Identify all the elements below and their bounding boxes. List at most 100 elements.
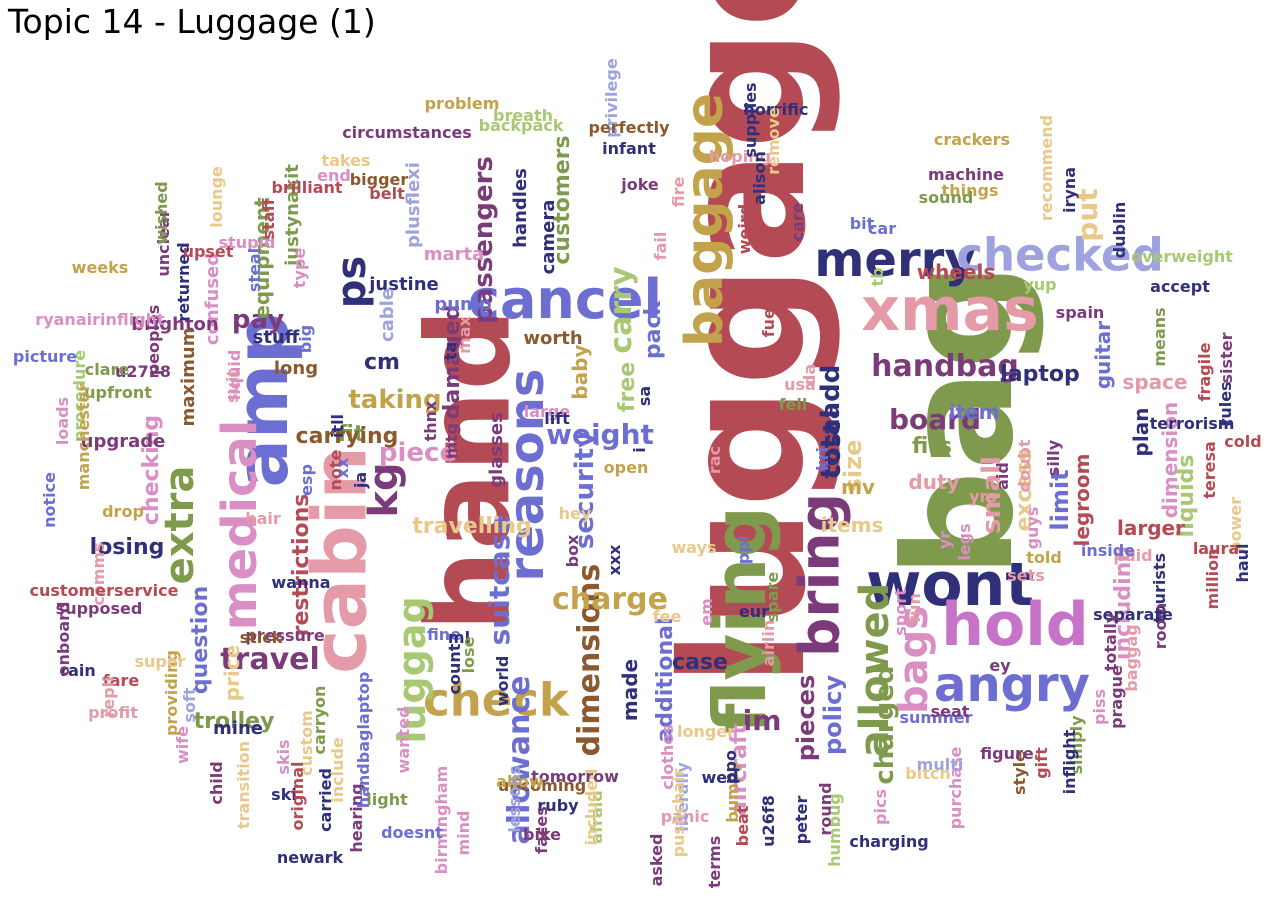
cloud-word-178: ey [989,656,1011,675]
cloud-word-188: sport [891,588,910,636]
cloud-word-131: infant [602,139,656,158]
cloud-word-242: rain [60,661,96,680]
cloud-word-225: wanted [394,706,413,774]
cloud-word-197: u26f8 [759,795,778,847]
cloud-word-217: bike [523,825,561,844]
cloud-word-191: eur [738,602,770,621]
cloud-word-20: ps [329,255,375,309]
cloud-word-56: laptop [1000,362,1080,387]
cloud-word-27: handbag [871,349,1019,384]
cloud-word-254: fine [426,625,462,644]
cloud-word-26: travel [220,642,320,677]
cloud-word-248: customerservice [29,581,179,600]
cloud-word-71: add [816,364,846,420]
cloud-word-41: charged [870,665,900,785]
cloud-word-37: pay [231,305,285,335]
cloud-word-77: duty [908,470,960,494]
cloud-word-291: big [296,324,315,354]
cloud-word-273: care [788,202,807,242]
cloud-word-39: pieces [792,674,820,762]
cloud-word-270: fail [651,231,670,261]
cloud-word-142: iryna [1060,167,1079,213]
cloud-word-287: esp [297,464,316,496]
cloud-word-122: end [317,166,351,185]
cloud-word-228: carried [316,768,335,832]
cloud-word-148: means [1150,307,1169,367]
cloud-word-261: open [603,458,649,477]
cloud-word-38: im [742,704,782,737]
cloud-word-80: legroom [1070,453,1094,547]
cloud-word-272: weird [735,203,754,255]
cloud-word-104: u2728 [115,362,171,381]
cloud-word-283: kri [813,446,832,472]
cloud-word-199: terms [705,835,724,889]
cloud-word-68: case [672,650,728,675]
cloud-word-296: ppl [734,535,753,565]
cloud-word-127: breath [492,106,554,125]
cloud-word-258: box [563,534,582,568]
cloud-word-193: charging [849,832,929,851]
cloud-word-115: upset [182,242,234,261]
cloud-word-126: backpack [478,116,564,135]
cloud-word-276: car [867,219,897,238]
cloud-word-82: space [1122,370,1188,394]
cloud-word-152: terrorism [1149,414,1235,433]
cloud-word-112: weeks [71,258,129,277]
cloud-word-95: worth [523,328,583,349]
cloud-word-265: lift [544,409,570,428]
cloud-word-84: item [948,400,1000,424]
cloud-word-118: stupid [218,233,276,252]
cloud-word-107: picture [12,347,78,366]
cloud-word-120: brilliant [271,178,343,197]
cloud-word-164: totally [1101,612,1120,672]
cloud-word-172: figure [980,744,1034,763]
cloud-word-111: ryanairinflight [35,310,165,329]
cloud-word-275: tb [868,267,887,287]
cloud-word-100: maximum [178,327,199,427]
cloud-word-47: limit [1046,469,1074,531]
cloud-word-212: upcoming [497,776,587,795]
cloud-word-234: child [207,761,226,805]
cloud-word-97: pump [434,294,492,315]
cloud-word-249: supposed [55,599,143,618]
cloud-word-147: spain [1055,303,1105,322]
cloud-word-102: upfront [84,383,152,402]
cloud-word-239: stick [239,628,283,647]
cloud-word-177: seat [930,702,970,721]
cloud-word-108: loads [53,396,72,446]
cloud-word-274: bit [849,214,875,233]
cloud-word-279: fell [778,395,808,414]
cloud-word-117: lounge [207,166,226,228]
cloud-word-88: justine [369,274,439,295]
cloud-word-195: round [816,782,835,836]
cloud-word-149: fragile [1195,342,1214,402]
cloud-word-145: accept [1150,277,1210,296]
cloud-word-297: i [630,447,649,453]
cloud-word-21: extra [157,465,203,585]
cloud-word-266: mtg [442,423,461,459]
cloud-word-138: crackers [933,130,1011,149]
cloud-word-170: gift [1032,747,1051,779]
cloud-word-238: pressure [245,626,325,645]
cloud-word-135: horrific [743,100,809,119]
cloud-word-153: cold [1224,432,1262,451]
cloud-word-277: sound [918,188,974,207]
cloud-word-51: baby [568,344,592,400]
cloud-word-54: cm [364,350,400,375]
cloud-word-52: pack [641,300,666,360]
cloud-word-208: asked [647,833,666,887]
cloud-word-17: check [423,673,569,727]
cloud-word-192: pics [871,789,890,825]
cloud-word-94: camera [538,199,559,275]
cloud-word-75: items [820,513,884,537]
cloud-word-229: ski [271,785,297,804]
cloud-word-9: baggage [675,92,735,348]
cloud-word-125: circumstances [342,123,472,142]
cloud-word-174: bitch [905,764,951,783]
cloud-word-219: mind [454,810,473,856]
cloud-word-141: recommend [1037,114,1056,222]
cloud-word-49: fits [912,434,952,459]
cloud-word-255: ml [447,628,471,647]
cloud-word-262: fee [652,607,682,626]
cloud-word-286: xx [333,457,352,479]
